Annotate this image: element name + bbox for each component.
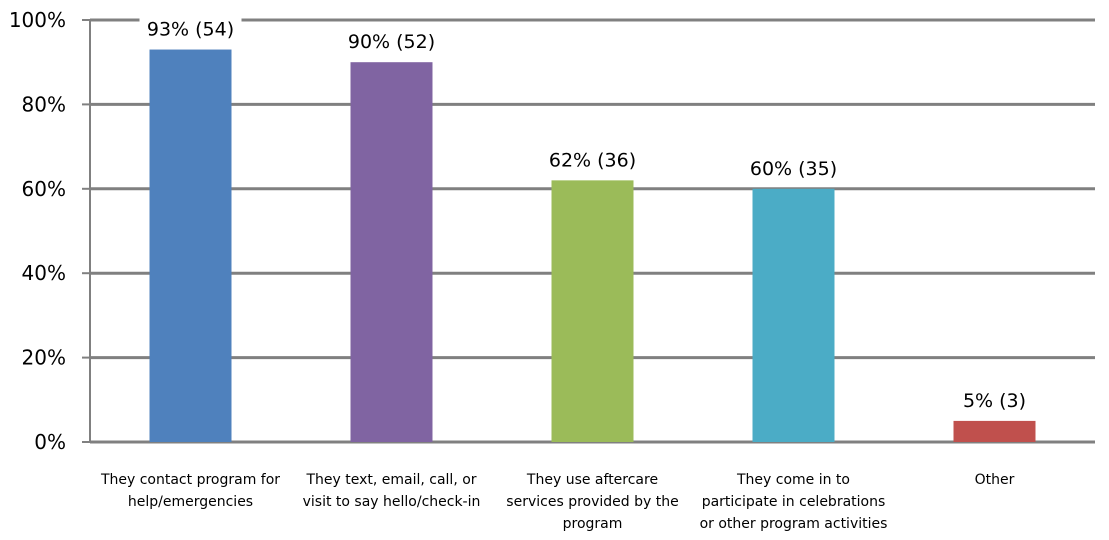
y-tick-label: 20% (22, 346, 66, 370)
y-tick-label: 80% (22, 92, 66, 116)
data-label-background (541, 146, 644, 173)
x-category-label-1: They contact program for help/emergencies (100, 472, 280, 510)
y-tick-label: 60% (22, 177, 66, 201)
bar-5 (953, 420, 1036, 442)
data-label-5: 5% (3) (963, 390, 1026, 412)
bar-1 (149, 49, 232, 442)
x-category-label-5: Other (975, 472, 1015, 488)
x-category-label-line: participate in celebrations (702, 494, 886, 510)
x-category-label-line: services provided by the (506, 494, 678, 510)
x-category-label-line: They text, email, call, or (305, 472, 476, 488)
data-labels: 93% (54) 90% (52) 62% (36) 60% (35) 5% (3) (139, 15, 1034, 413)
x-category-label-3: They use aftercare services provided by t… (506, 472, 678, 532)
data-label-3: 62% (36) (549, 149, 636, 171)
bar-3 (551, 180, 634, 443)
x-category-label-line: Other (975, 472, 1015, 488)
y-tick-label: 40% (22, 261, 66, 285)
data-label-4: 60% (35) (750, 158, 837, 180)
bar-2 (350, 62, 433, 442)
y-axis-ticks: 0% 20% 40% 60% 80% 100% (9, 8, 90, 454)
x-category-label-line: program (563, 516, 623, 532)
bar-4 (752, 188, 835, 442)
x-category-label-line: help/emergencies (128, 494, 253, 510)
data-label-2: 90% (52) (348, 31, 435, 53)
x-axis-labels: They contact program for help/emergencies… (100, 472, 1015, 532)
data-label-background (955, 386, 1034, 413)
x-category-label-line: or other program activities (700, 516, 888, 532)
data-label-background (736, 154, 851, 181)
x-category-label-4: They come in to participate in celebratio… (700, 472, 888, 532)
x-category-label-line: visit to say hello/check-in (303, 494, 481, 510)
x-category-label-line: They contact program for (100, 472, 280, 488)
data-label-1: 93% (54) (147, 19, 234, 41)
bars (149, 49, 1036, 443)
x-category-label-line: They use aftercare (526, 472, 658, 488)
x-category-label-line: They come in to (736, 472, 850, 488)
data-label-background (340, 28, 443, 55)
x-category-label-2: They text, email, call, or visit to say h… (303, 472, 481, 510)
data-label-background (139, 15, 242, 42)
y-tick-label: 0% (34, 430, 66, 454)
y-tick-label: 100% (9, 8, 66, 32)
